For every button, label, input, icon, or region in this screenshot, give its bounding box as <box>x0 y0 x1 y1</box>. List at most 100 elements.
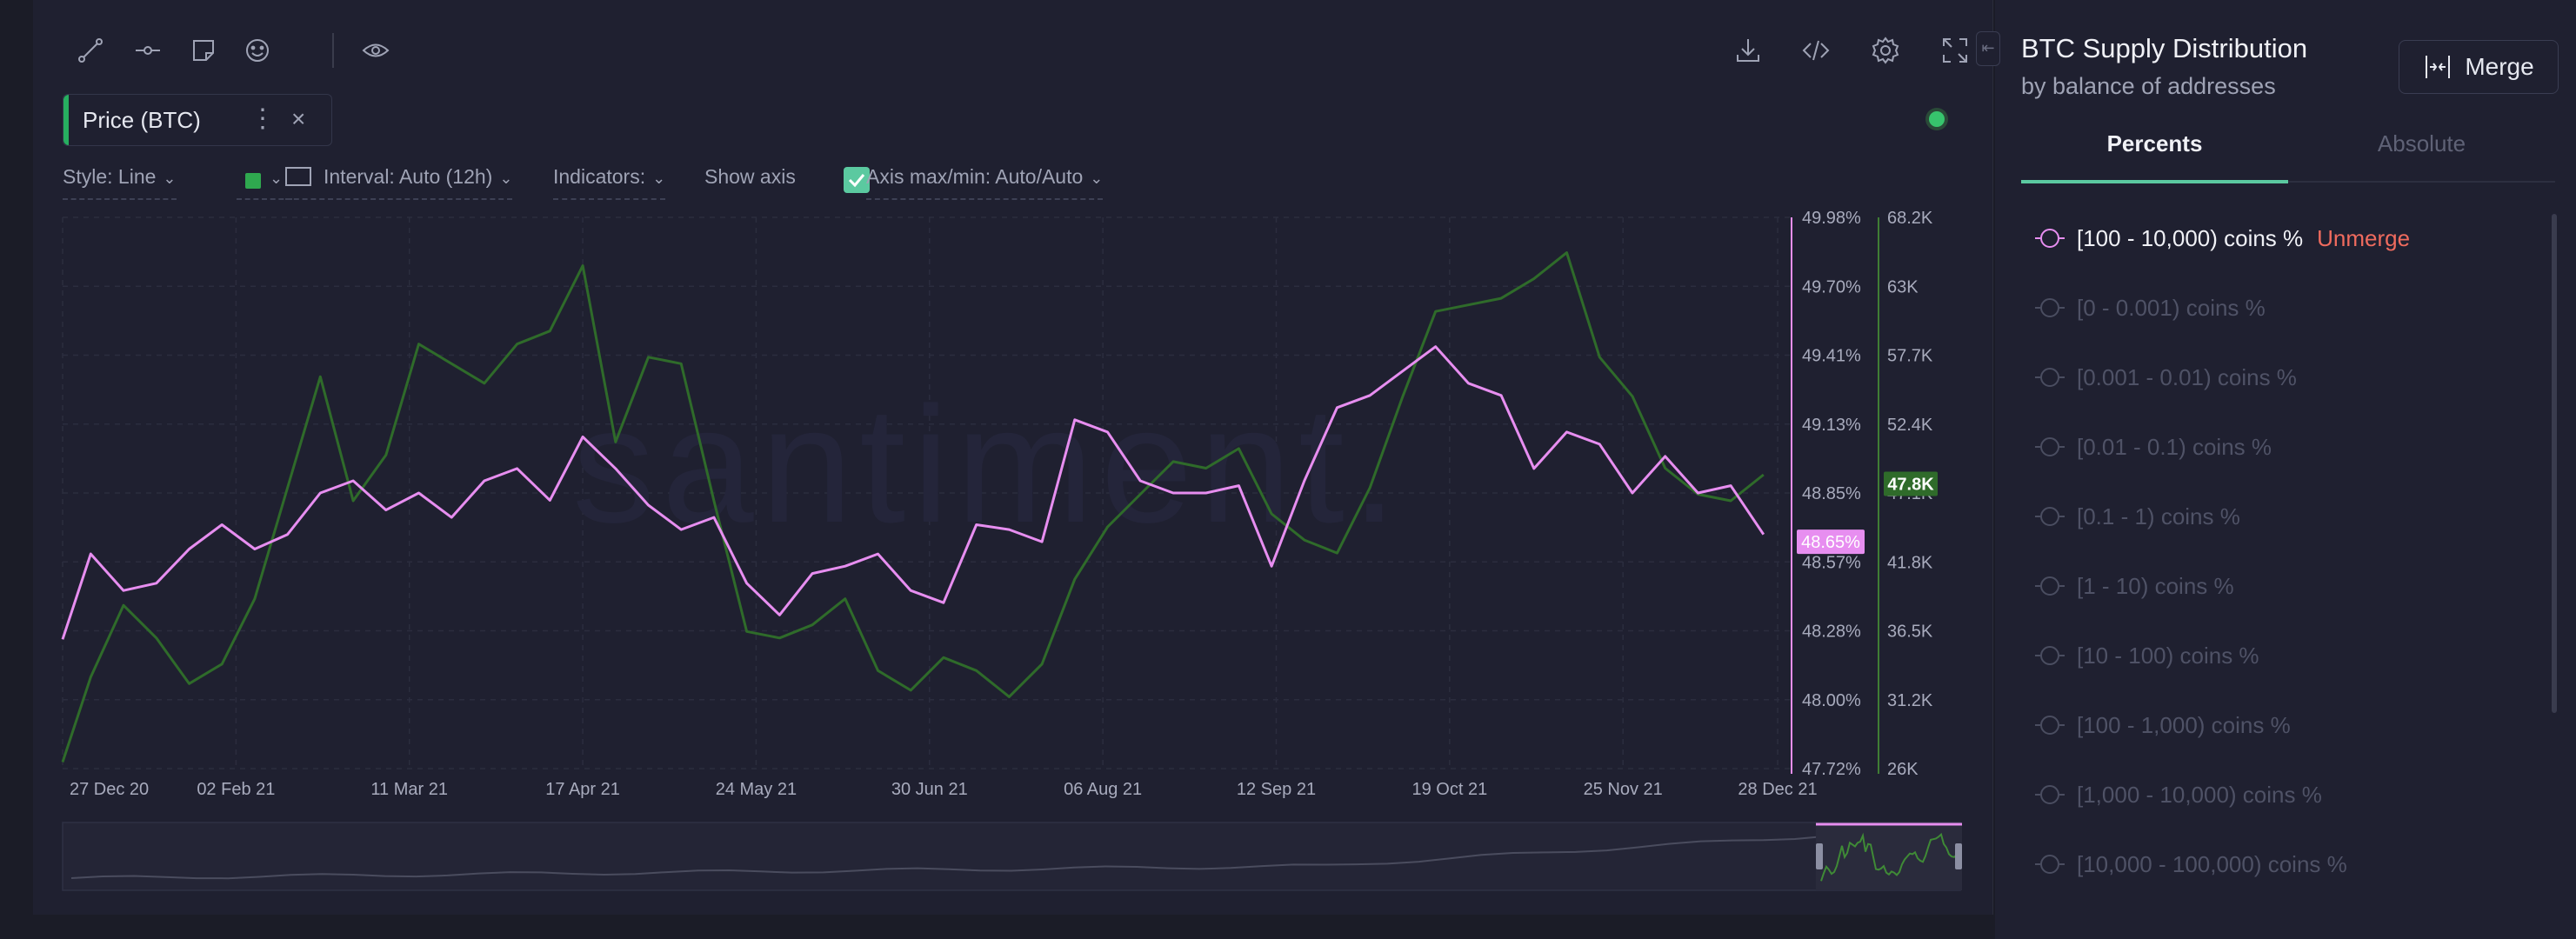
list-item-label: [1 - 10) coins % <box>2077 572 2234 599</box>
y-axis-right-ticks: 68.2K63K57.7K52.4K47.1K41.8K36.5K31.2K26… <box>1887 209 1933 779</box>
watermark: santiment. <box>572 373 1405 557</box>
list-item[interactable]: [10,000 - 100,000) coins % <box>2021 838 2543 890</box>
y-right-tick-label: 63K <box>1887 277 1919 296</box>
chart-grid <box>62 216 1792 769</box>
y-left-tick-label: 47.72% <box>1802 760 1861 779</box>
list-item[interactable]: [0 - 0.001) coins % <box>2021 282 2543 334</box>
y-left-tick-label: 49.13% <box>1802 416 1861 435</box>
panel-subtitle: by balance of addresses <box>2021 73 2276 99</box>
y-right-tick-label: 36.5K <box>1887 623 1933 642</box>
tab-percents[interactable]: Percents <box>2106 130 2203 156</box>
show-axis-label: Show axis <box>704 165 796 188</box>
chart-panel: Price (BTC) ⋮ × Style: Line ⌄ ⌄ Interval:… <box>33 0 1993 915</box>
show-axis-toggle[interactable]: Show axis <box>704 165 796 200</box>
list-item[interactable]: [0.01 - 0.1) coins % <box>2021 421 2543 473</box>
x-tick-label: 06 Aug 21 <box>1064 780 1142 799</box>
navigator-right-handle[interactable] <box>1955 843 1962 869</box>
fullscreen-icon[interactable] <box>1938 33 1972 68</box>
navigator-track[interactable] <box>62 822 1961 891</box>
y-left-tick-label: 49.70% <box>1802 277 1861 296</box>
x-tick-label: 27 Dec 20 <box>70 780 149 799</box>
live-status-indicator <box>1929 111 1945 127</box>
list-item-label: [0.001 - 0.01) coins % <box>2077 363 2297 390</box>
left-current-value: 48.65% <box>1801 533 1860 552</box>
list-scrollbar[interactable] <box>2552 214 2557 713</box>
tab-absolute[interactable]: Absolute <box>2377 130 2466 156</box>
x-tick-label: 25 Nov 21 <box>1584 780 1663 799</box>
series-line <box>61 345 1765 640</box>
list-item[interactable]: [100 - 10,000) coins % Unmerge <box>2021 212 2543 264</box>
chevron-down-icon: ⌄ <box>499 170 513 187</box>
price-series <box>61 251 1765 763</box>
merge-button[interactable]: Merge <box>2399 40 2559 94</box>
y-left-tick-label: 48.85% <box>1802 484 1861 503</box>
chevron-down-icon: ⌄ <box>163 170 177 187</box>
list-item[interactable]: [0.001 - 0.01) coins % <box>2021 351 2543 403</box>
list-item-label: [100 - 1,000) coins % <box>2077 711 2291 738</box>
metric-toggle-icon <box>2035 298 2065 317</box>
axis-maxmin-dropdown[interactable]: Axis max/min: Auto/Auto ⌄ <box>866 165 1104 200</box>
list-item[interactable]: [1 - 10) coins % <box>2021 560 2543 612</box>
list-item[interactable]: [0.1 - 1) coins % <box>2021 490 2543 543</box>
range-navigator[interactable] <box>62 822 1962 891</box>
metric-chip-price[interactable]: Price (BTC) ⋮ × <box>63 94 332 146</box>
price-distribution-chart[interactable]: santiment. 27 Dec 20 02 Feb 21 11 Mar 21 17… <box>33 0 1993 915</box>
eye-icon[interactable] <box>358 33 393 68</box>
indicators-dropdown[interactable]: Indicators: ⌄ <box>553 165 666 200</box>
list-item[interactable]: [1,000 - 10,000) coins % <box>2021 769 2543 821</box>
embed-code-icon[interactable] <box>1799 33 1833 68</box>
y-right-tick-label: 52.4K <box>1887 416 1933 435</box>
panel-title: BTC Supply Distribution <box>2021 33 2308 63</box>
series-line <box>61 251 1765 763</box>
list-item[interactable]: [10 - 100) coins % <box>2021 629 2543 682</box>
list-item-label: [100 - 10,000) coins % <box>2077 224 2304 251</box>
y-right-tick-label: 41.8K <box>1887 553 1933 572</box>
chevron-down-icon: ⌄ <box>652 170 666 187</box>
collapse-panel-handle[interactable]: ⇤ <box>1976 31 2000 66</box>
navigator-history-line <box>70 827 1952 880</box>
metric-toggle-icon <box>2035 716 2065 735</box>
note-icon[interactable] <box>186 33 221 68</box>
trend-line-icon[interactable] <box>73 33 108 68</box>
list-item-label: [0 - 0.001) coins % <box>2077 294 2266 321</box>
color-dropdown[interactable]: ⌄ <box>237 165 292 200</box>
interval-dropdown[interactable]: Interval: Auto (12h) ⌄ <box>285 165 513 200</box>
style-dropdown[interactable]: Style: Line ⌄ <box>63 165 177 200</box>
navigator-selection[interactable] <box>1816 822 1962 890</box>
metric-toggle-icon <box>2035 368 2065 387</box>
list-item-label: [10,000 - 100,000) coins % <box>2077 850 2347 877</box>
chevron-down-icon: ⌄ <box>270 170 284 187</box>
more-menu-icon[interactable]: ⋮ <box>250 104 276 133</box>
emoji-icon[interactable] <box>240 33 275 68</box>
side-panel: ⇤ BTC Supply Distribution by balance of … <box>1976 0 2576 939</box>
metric-toggle-icon <box>2035 507 2065 526</box>
toolbar-divider <box>332 33 334 68</box>
chart-axes <box>1791 217 1879 774</box>
close-icon[interactable]: × <box>291 105 306 132</box>
navigator-left-handle[interactable] <box>1816 843 1823 869</box>
settings-icon[interactable] <box>1868 33 1903 68</box>
unmerge-link[interactable]: Unmerge <box>2317 224 2411 251</box>
interval-label: Interval: Auto (12h) <box>324 165 493 188</box>
x-tick-label: 17 Apr 21 <box>545 780 620 799</box>
merge-label: Merge <box>2465 53 2534 80</box>
horizontal-line-icon[interactable] <box>130 33 165 68</box>
x-tick-label: 24 May 21 <box>716 780 797 799</box>
show-axis-checkbox[interactable] <box>844 167 870 193</box>
x-tick-label: 28 Dec 21 <box>1738 780 1817 799</box>
style-label: Style: Line <box>63 165 157 188</box>
left-current-badge <box>1797 529 1865 555</box>
download-icon[interactable] <box>1731 33 1765 68</box>
list-item-label: [10 - 100) coins % <box>2077 642 2259 669</box>
list-item[interactable]: [100 - 1,000) coins % <box>2021 699 2543 751</box>
navigator-mini-series <box>1820 832 1958 882</box>
y-left-tick-label: 48.28% <box>1802 623 1861 642</box>
x-tick-label: 11 Mar 21 <box>370 780 448 799</box>
metric-toggle-icon <box>2035 437 2065 456</box>
distribution-series <box>61 345 1765 640</box>
list-item-label: [1,000 - 10,000) coins % <box>2077 781 2322 808</box>
metric-toggle-icon <box>2035 785 2065 804</box>
chevron-down-icon: ⌄ <box>1090 170 1104 187</box>
list-item-label: [0.01 - 0.1) coins % <box>2077 433 2272 460</box>
right-current-badge <box>1884 471 1938 496</box>
